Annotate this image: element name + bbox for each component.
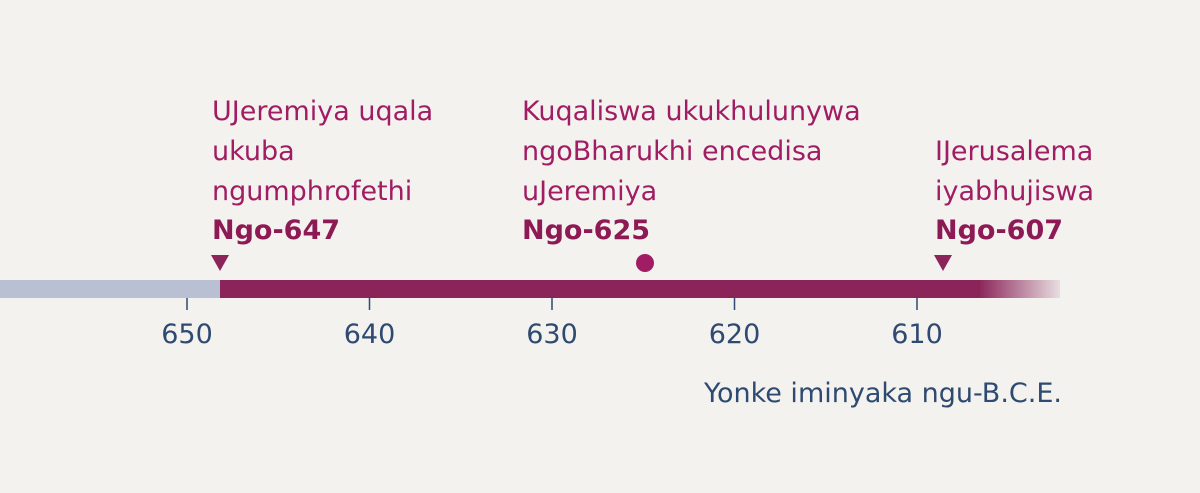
axis-caption: Yonke iminyaka ngu-B.C.E. <box>703 378 1062 409</box>
event-label: uJeremiya <box>522 176 657 207</box>
event-label: Kuqaliswa ukukhulunywa <box>522 96 861 127</box>
marker <box>934 255 952 271</box>
event-label: ngoBharukhi encedisa <box>522 136 822 167</box>
tick-label: 610 <box>891 319 943 350</box>
bar-before <box>0 280 220 298</box>
tick-label: 630 <box>526 319 578 350</box>
event-label: UJeremiya uqala <box>212 96 433 127</box>
event-date: Ngo-647 <box>212 215 340 246</box>
event-label: ngumphrofethi <box>212 176 412 207</box>
bar-fade <box>978 280 1060 298</box>
marker <box>636 254 654 272</box>
event-label: iyabhujiswa <box>935 176 1094 207</box>
event-label: ukuba <box>212 136 295 167</box>
event-date: Ngo-625 <box>522 215 650 246</box>
event-date: Ngo-607 <box>935 215 1063 246</box>
tick-label: 620 <box>709 319 761 350</box>
event-label: IJerusalema <box>935 136 1093 167</box>
marker <box>211 255 229 271</box>
tick-label: 640 <box>344 319 396 350</box>
bar-period <box>220 280 980 298</box>
tick-label: 650 <box>161 319 213 350</box>
